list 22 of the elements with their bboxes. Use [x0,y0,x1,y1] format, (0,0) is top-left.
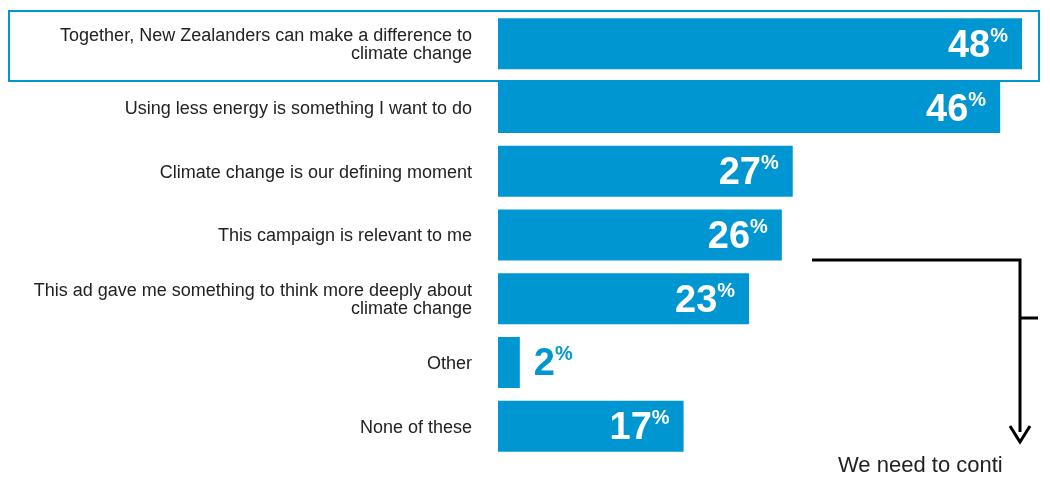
bar [498,145,793,197]
annotation: We need to conti [838,452,1003,478]
y-tick-label: Using less energy is something I want to do [124,97,472,118]
data-label: 27$^{%}$ [718,150,779,193]
bar [498,336,520,388]
y-tick-label: Climate change is our defining moment [159,161,472,182]
y-tick-label: Together, New Zealanders can make a difference to climate change [60,25,472,64]
data-label: 26$^{%}$ [707,214,769,257]
data-label: 2$^{%}$ [533,341,573,384]
y-tick-label: None of these [359,416,472,437]
bar [498,273,750,325]
data-label: 48$^{%}$ [947,22,1009,65]
data-label: 17$^{%}$ [609,405,670,448]
y-tick-label: Other [426,352,472,373]
bar [498,82,1001,134]
bar [498,400,684,452]
y-tick-label: This campaign is relevant to me [217,225,472,246]
data-label: 23$^{%}$ [675,277,736,320]
bar [498,18,1022,70]
data-label: 46$^{%}$ [926,86,987,129]
bar [498,209,782,261]
y-tick-label: This ad gave me something to think more deeply about climate change [33,280,472,319]
